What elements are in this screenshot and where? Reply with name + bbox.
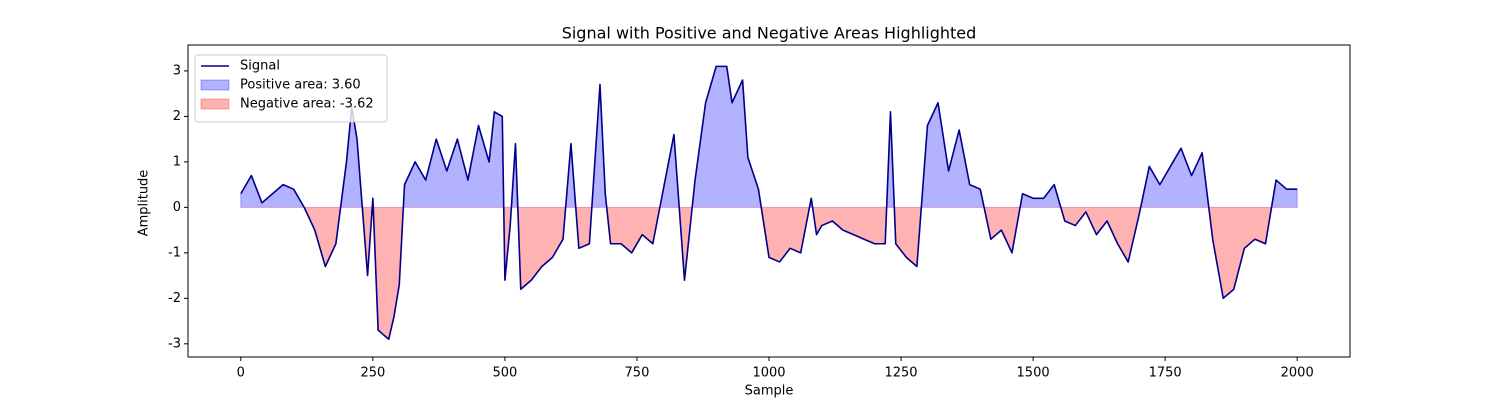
x-tick-label: 1000 (752, 366, 785, 381)
chart-title: Signal with Positive and Negative Areas … (562, 24, 977, 43)
x-tick-label: 1500 (1017, 366, 1050, 381)
x-tick-label: 250 (360, 366, 385, 381)
legend-patch (200, 79, 230, 91)
legend-frame (194, 54, 388, 123)
legend-patch (200, 98, 230, 110)
y-tick-label: 2 (173, 109, 181, 124)
area-fill (240, 65, 1298, 208)
y-tick-label: -1 (168, 245, 181, 260)
x-tick-label: 1750 (1149, 366, 1182, 381)
y-tick-label: 0 (173, 200, 181, 215)
x-tick-label: 1250 (884, 366, 917, 381)
legend-label: Positive area: 3.60 (240, 78, 361, 93)
y-tick-label: 3 (173, 63, 181, 78)
y-tick-label: -2 (168, 291, 181, 306)
y-axis-label: Amplitude (137, 170, 152, 237)
y-tick-label: 1 (173, 154, 181, 169)
x-axis-label: Sample (745, 384, 794, 399)
x-tick-label: 0 (237, 366, 245, 381)
area-fill (240, 207, 1298, 341)
signal-line (240, 65, 1298, 341)
x-tick-label: 2000 (1281, 366, 1314, 381)
plot-frame (187, 44, 1351, 358)
x-tick-label: 750 (625, 366, 650, 381)
y-tick-label: -3 (168, 336, 181, 351)
x-tick-label: 500 (492, 366, 517, 381)
legend-label: Signal (240, 59, 280, 74)
legend-label: Negative area: -3.62 (240, 97, 374, 112)
